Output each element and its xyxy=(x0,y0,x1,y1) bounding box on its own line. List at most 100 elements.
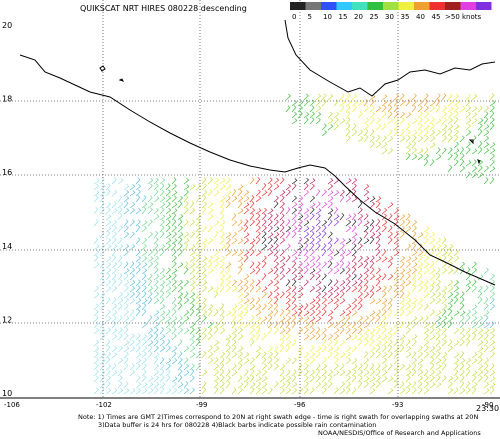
wind-barb xyxy=(237,346,244,353)
wind-barb xyxy=(363,135,369,143)
wind-barb xyxy=(321,225,327,233)
wind-barb xyxy=(297,111,303,119)
wind-barb xyxy=(285,333,291,341)
wind-barb xyxy=(477,165,483,173)
wind-barb xyxy=(261,243,268,251)
wind-barb xyxy=(123,297,129,305)
wind-barb xyxy=(177,262,184,269)
wind-barb xyxy=(369,351,375,359)
wind-barb xyxy=(285,315,292,323)
wind-barb xyxy=(423,255,429,263)
wind-barb xyxy=(273,357,279,365)
wind-barb xyxy=(429,130,436,137)
wind-barb xyxy=(105,297,111,305)
wind-barb xyxy=(459,381,465,389)
wind-barb xyxy=(303,93,309,101)
wind-barb xyxy=(411,225,417,233)
wind-barb xyxy=(309,255,316,263)
scale-swatch xyxy=(445,2,461,10)
wind-barb xyxy=(393,243,400,251)
wind-barb xyxy=(159,267,165,275)
wind-barb xyxy=(279,262,286,269)
wind-barb xyxy=(393,267,399,275)
wind-barb xyxy=(441,117,447,125)
wind-barb xyxy=(429,105,435,113)
wind-barb xyxy=(135,219,141,227)
wind-barb xyxy=(489,363,495,371)
wind-barb xyxy=(369,369,375,377)
wind-barb xyxy=(471,333,477,341)
wind-barb xyxy=(159,214,166,221)
lon-label: -93 xyxy=(392,401,403,409)
wind-barb xyxy=(117,255,123,263)
wind-barb xyxy=(285,105,291,113)
wind-barb xyxy=(267,177,273,185)
wind-barb xyxy=(327,369,334,377)
wind-barb xyxy=(135,267,141,275)
wind-barb xyxy=(339,388,346,395)
wind-barb xyxy=(429,231,436,239)
wind-barb xyxy=(351,369,357,377)
wind-barb xyxy=(225,274,232,281)
wind-barb xyxy=(147,256,154,263)
wind-barb xyxy=(459,261,466,269)
wind-barb xyxy=(471,93,478,101)
wind-barb xyxy=(255,304,262,311)
wind-barb xyxy=(453,387,459,395)
wind-barb xyxy=(303,303,309,311)
wind-barb xyxy=(381,142,388,149)
wind-barb xyxy=(327,237,333,245)
wind-barb xyxy=(279,267,285,275)
wind-barb xyxy=(141,262,148,269)
wind-barb xyxy=(465,99,471,107)
wind-barb xyxy=(309,117,315,125)
wind-barb xyxy=(459,310,466,317)
wind-barb xyxy=(183,316,190,323)
wind-barb xyxy=(207,351,214,359)
wind-barb xyxy=(201,327,207,335)
wind-barb xyxy=(339,327,345,335)
wind-barb xyxy=(333,99,339,107)
wind-barb xyxy=(321,369,327,377)
wind-barb xyxy=(255,333,261,341)
wind-barb xyxy=(339,369,346,377)
wind-barb xyxy=(309,183,315,191)
wind-barb xyxy=(159,375,165,383)
wind-barb xyxy=(171,238,178,245)
wind-barb xyxy=(261,237,267,245)
wind-barb xyxy=(477,297,483,305)
wind-barb xyxy=(189,322,196,329)
wind-barb xyxy=(177,327,184,335)
wind-barb xyxy=(369,99,375,107)
wind-barb xyxy=(345,273,352,281)
wind-barb xyxy=(171,243,177,251)
wind-barb xyxy=(435,285,441,293)
wind-barb xyxy=(357,375,363,383)
wind-barb xyxy=(147,351,153,359)
wind-barb xyxy=(123,231,130,239)
wind-barb xyxy=(303,231,310,239)
wind-barb xyxy=(279,225,285,233)
wind-barb xyxy=(363,196,370,203)
wind-barb xyxy=(441,352,448,359)
wind-barb xyxy=(435,267,441,275)
lat-label: 10 xyxy=(2,389,12,398)
wind-barb xyxy=(285,321,291,329)
wind-barb xyxy=(441,291,447,299)
wind-barb xyxy=(267,213,273,221)
wind-barb xyxy=(363,357,369,365)
wind-barb xyxy=(423,315,429,323)
wind-barb xyxy=(345,219,352,227)
wind-barb xyxy=(105,231,111,239)
wind-barb xyxy=(429,244,436,251)
wind-barb xyxy=(357,297,363,305)
wind-barb xyxy=(117,213,123,221)
wind-barb xyxy=(93,285,100,293)
wind-barb xyxy=(339,310,346,317)
wind-barb xyxy=(195,297,201,305)
wind-barb xyxy=(225,232,232,239)
wind-barb xyxy=(387,117,394,125)
wind-barb xyxy=(117,279,123,287)
wind-barb xyxy=(447,339,453,347)
wind-barb xyxy=(219,303,225,311)
